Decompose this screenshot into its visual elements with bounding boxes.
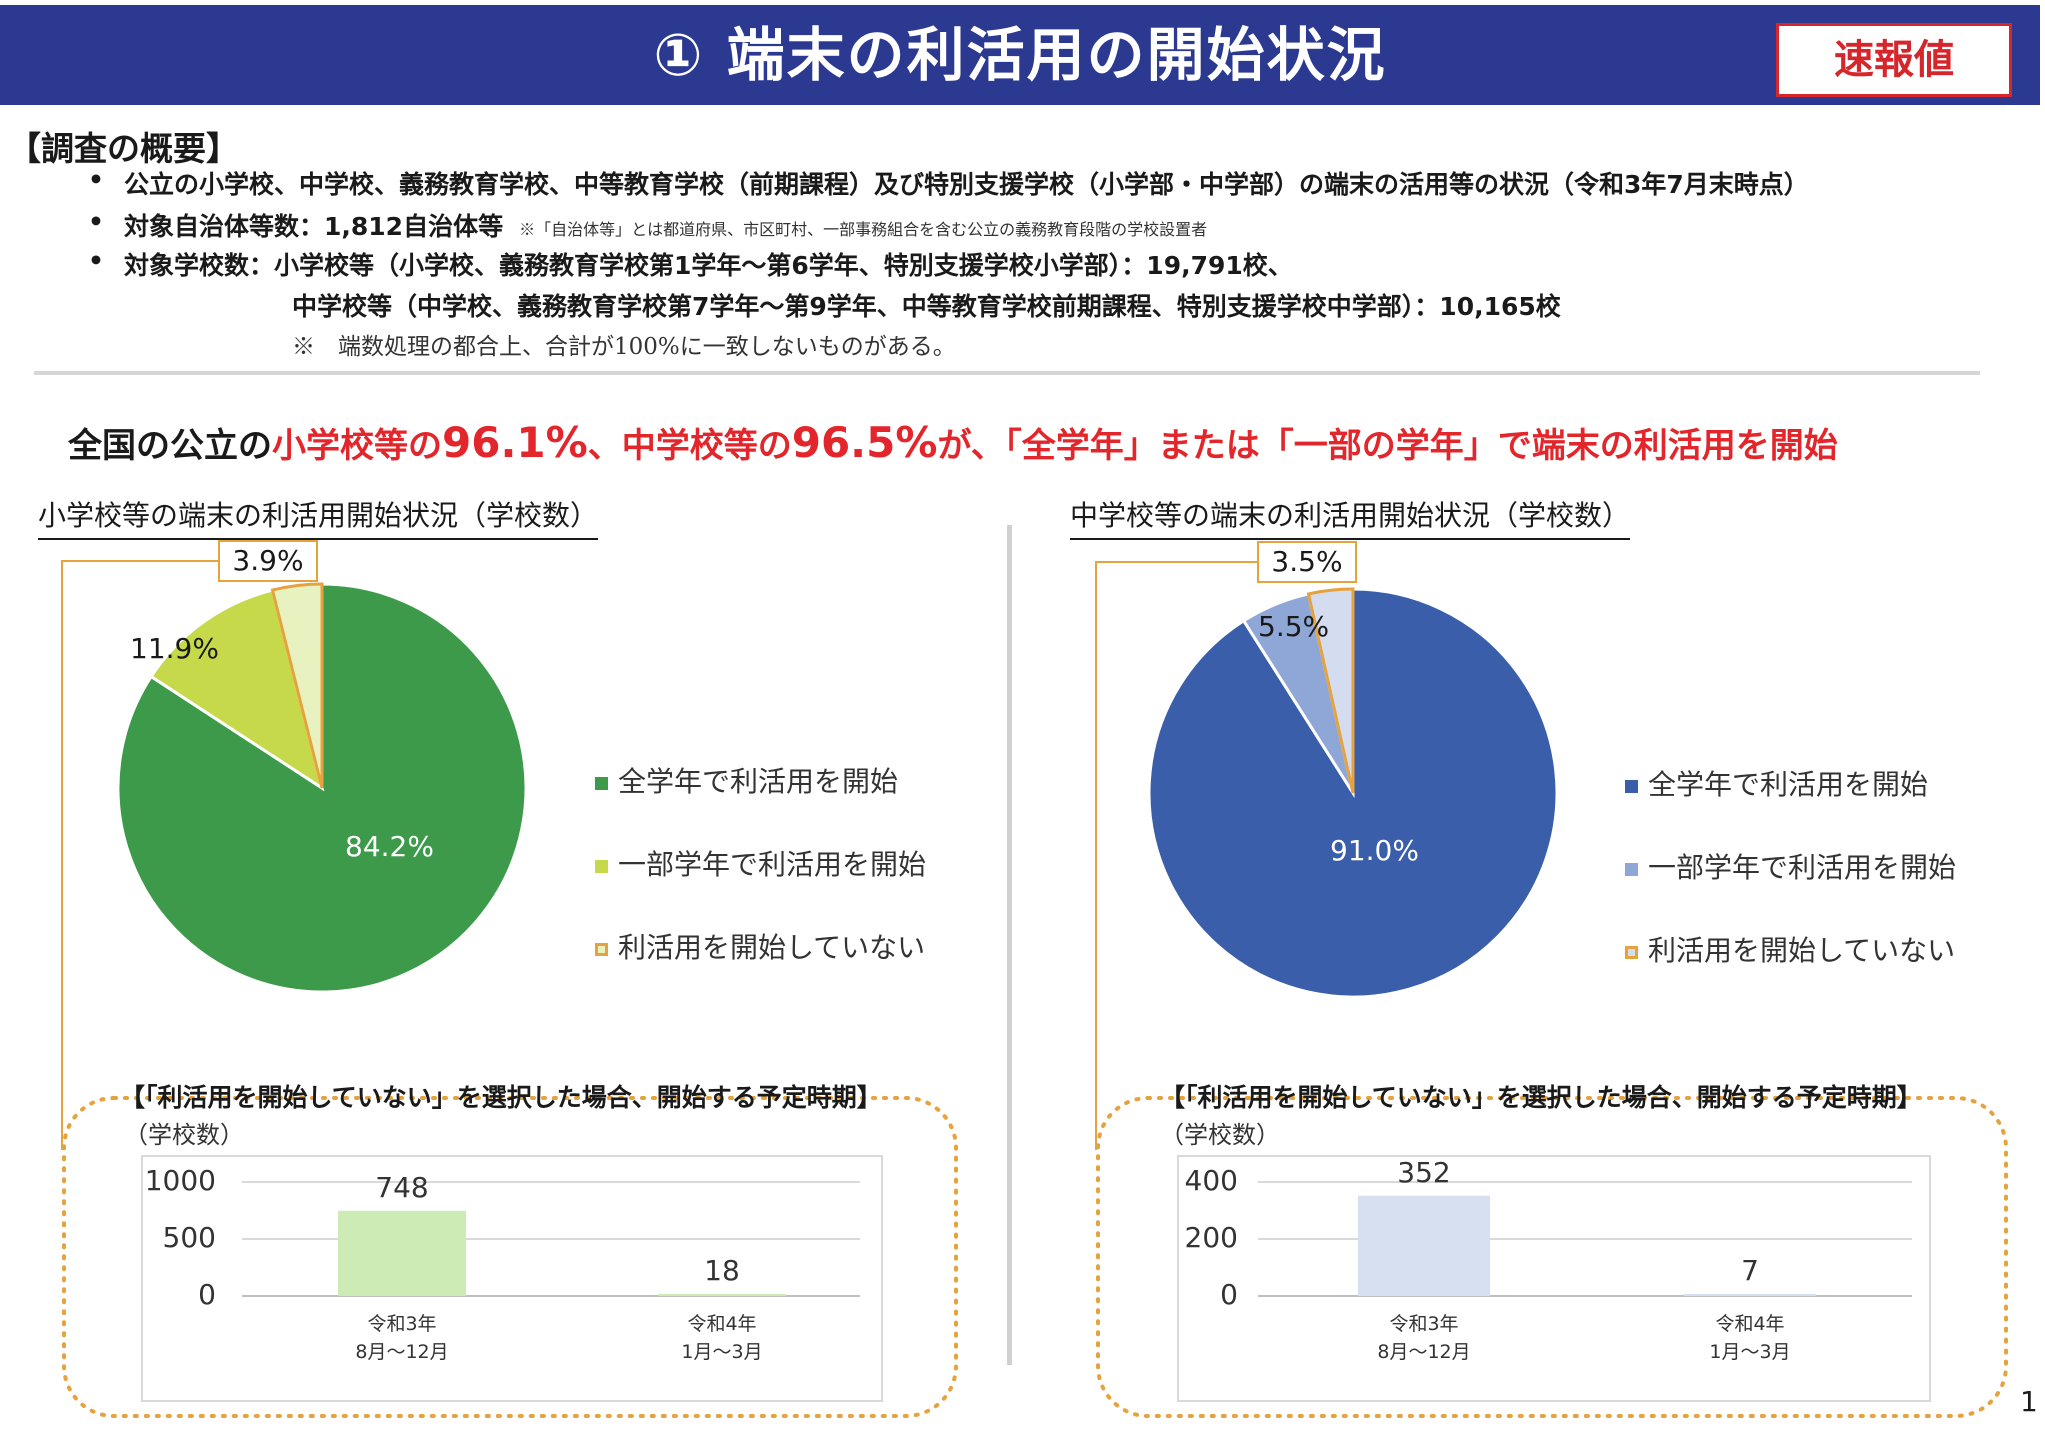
elementary-bar-frame xyxy=(141,1155,883,1402)
middle-bar-value-0: 352 xyxy=(1397,1155,1451,1189)
middle-followup-unit: （学校数） xyxy=(1160,1121,1280,1149)
elementary-pie-label-1: 11.9% xyxy=(130,632,219,665)
elementary-legend-item-0: 全学年で利活用を開始 xyxy=(595,760,898,800)
elementary-bar-category-0-line-0: 令和3年 xyxy=(367,1313,437,1335)
middle-pie-label-2: 3.5% xyxy=(1257,541,1357,583)
middle-legend-swatch-0 xyxy=(1625,780,1638,793)
middle-legend-item-2: 利活用を開始していない xyxy=(1625,929,1955,969)
middle-bar-value-1: 7 xyxy=(1741,1254,1759,1287)
elementary-pie-slice-2 xyxy=(270,582,324,789)
middle-bar-category-0: 令和3年 8月～12月 xyxy=(1324,1310,1524,1366)
middle-followup-title: 【「利活用を開始していない」を選択した場合、開始する予定時期】 xyxy=(1160,1083,1922,1112)
elementary-followup-title: 【「利活用を開始していない」を選択した場合、開始する予定時期】 xyxy=(120,1083,882,1112)
elementary-pie-title: 小学校等の端末の利活用開始状況（学校数） xyxy=(38,494,599,540)
survey-line-1: • 公立の小学校、中学校、義務教育学校、中等教育学校（前期課程）及び特別支援学校（… xyxy=(88,165,1809,201)
headline-part-2: 小学校等の xyxy=(272,426,442,466)
middle-pie-title: 中学校等の端末の利活用開始状況（学校数） xyxy=(1070,494,1631,540)
elementary-bar-value-0: 748 xyxy=(375,1170,429,1204)
survey-line-4: 中学校等（中学校、義務教育学校第7学年～第9学年、中等教育学校前期課程、特別支援… xyxy=(292,292,1561,321)
survey-line-3: • 対象学校数：小学校等（小学校、義務教育学校第1学年～第6学年、特別支援学校小学… xyxy=(88,246,1293,282)
elementary-y-tick-0: 1000 xyxy=(144,1164,216,1197)
header-bar: ① 端末の利活用の開始状況 速報値 xyxy=(0,5,2040,105)
middle-pie-label-1: 5.5% xyxy=(1258,610,1330,643)
middle-bar-1 xyxy=(1684,1294,1816,1296)
middle-callout-leader xyxy=(1095,561,1257,1150)
headline-part-5: 96.5% xyxy=(791,418,938,467)
elementary-legend-item-1: 一部学年で利活用を開始 xyxy=(595,843,926,883)
elementary-bar-category-1-line-0: 令和4年 xyxy=(687,1313,757,1335)
elementary-y-tick-2: 0 xyxy=(198,1278,216,1311)
page-title: ① 端末の利活用の開始状況 xyxy=(653,21,1387,89)
middle-y-tick-0: 400 xyxy=(1184,1164,1238,1197)
headline: 全国の公立の小学校等の96.1%、中学校等の96.5%が、「全学年」または「一部… xyxy=(68,418,1838,467)
middle-bar-category-1: 令和4年 1月～3月 xyxy=(1650,1310,1850,1366)
preliminary-badge: 速報値 xyxy=(1776,23,2012,97)
middle-bar-category-0-line-0: 令和3年 xyxy=(1389,1313,1459,1335)
elementary-bar-category-1: 令和4年 1月～3月 xyxy=(622,1310,822,1366)
elementary-bar-1 xyxy=(658,1293,786,1296)
column-divider xyxy=(1007,525,1012,1365)
elementary-pie-label-0: 84.2% xyxy=(345,830,434,863)
middle-legend-item-0: 全学年で利活用を開始 xyxy=(1625,763,1928,803)
elementary-legend-swatch-1 xyxy=(595,860,608,873)
middle-legend-item-1: 一部学年で利活用を開始 xyxy=(1625,846,1956,886)
middle-y-tick-2: 0 xyxy=(1220,1278,1238,1311)
survey-heading: 【調査の概要】 xyxy=(8,129,239,168)
middle-pie-slice-2 xyxy=(1306,587,1355,794)
elementary-legend-label-1: 一部学年で利活用を開始 xyxy=(618,848,927,881)
middle-legend-swatch-1 xyxy=(1625,863,1638,876)
headline-part-6: が、「全学年」または「一部の学年」で端末の利活用を開始 xyxy=(937,426,1838,466)
elementary-legend-label-2: 利活用を開始していない xyxy=(618,931,926,964)
survey-line-2-text: 対象自治体等数：1,812自治体等 xyxy=(124,212,504,241)
headline-part-3: 96.1% xyxy=(442,418,588,467)
elementary-pie-slice-1 xyxy=(149,588,325,792)
bullet-mark: • xyxy=(88,246,104,275)
elementary-legend-item-2: 利活用を開始していない xyxy=(595,926,925,966)
middle-bar-0 xyxy=(1358,1195,1490,1296)
middle-followup-panel xyxy=(1096,1096,2008,1418)
survey-line-5: ※ 端数処理の都合上、合計が100%に一致しないものがある。 xyxy=(292,334,956,360)
middle-bar-category-0-line-1: 8月～12月 xyxy=(1377,1341,1471,1363)
survey-line-1-text: 公立の小学校、中学校、義務教育学校、中等教育学校（前期課程）及び特別支援学校（小… xyxy=(124,170,1809,199)
elementary-bar-0 xyxy=(338,1210,466,1296)
page-number: 1 xyxy=(2020,1385,2038,1418)
headline-part-4: 、中学校等の xyxy=(587,426,792,466)
middle-bar-frame xyxy=(1177,1155,1931,1402)
bullet-mark: • xyxy=(88,165,104,194)
survey-line-2-note: ※「自治体等」とは都道府県、市区町村、一部事務組合を含む公立の義務教育段階の学校… xyxy=(519,220,1208,239)
survey-line-3-text: 対象学校数：小学校等（小学校、義務教育学校第1学年～第6学年、特別支援学校小学部… xyxy=(124,251,1293,280)
middle-bar-category-1-line-0: 令和4年 xyxy=(1715,1313,1785,1335)
elementary-legend-swatch-0 xyxy=(595,777,608,790)
middle-legend-swatch-2 xyxy=(1625,946,1638,959)
section-divider xyxy=(34,371,1980,375)
elementary-bar-category-0-line-1: 8月～12月 xyxy=(355,1341,449,1363)
elementary-followup-panel xyxy=(62,1096,958,1418)
middle-legend-label-2: 利活用を開始していない xyxy=(1648,934,1956,967)
middle-pie-label-0: 91.0% xyxy=(1330,834,1419,867)
survey-line-2: • 対象自治体等数：1,812自治体等 ※「自治体等」とは都道府県、市区町村、一部事… xyxy=(88,207,1208,243)
elementary-y-tick-1: 500 xyxy=(162,1221,216,1254)
middle-legend-label-0: 全学年で利活用を開始 xyxy=(1648,768,1929,801)
elementary-bar-category-1-line-1: 1月～3月 xyxy=(681,1341,763,1363)
elementary-legend-swatch-2 xyxy=(595,943,608,956)
elementary-bar-value-1: 18 xyxy=(704,1253,740,1287)
headline-part-1: 全国の公立の xyxy=(68,426,272,466)
elementary-legend-label-0: 全学年で利活用を開始 xyxy=(618,765,899,798)
elementary-callout-leader xyxy=(61,560,218,1150)
bullet-mark: • xyxy=(88,207,104,236)
elementary-followup-unit: （学校数） xyxy=(124,1121,244,1149)
middle-legend-label-1: 一部学年で利活用を開始 xyxy=(1648,851,1957,884)
middle-bar-category-1-line-1: 1月～3月 xyxy=(1709,1341,1791,1363)
elementary-bar-category-0: 令和3年 8月～12月 xyxy=(302,1310,502,1366)
middle-y-tick-1: 200 xyxy=(1184,1221,1238,1254)
elementary-pie-label-2: 3.9% xyxy=(218,540,318,582)
